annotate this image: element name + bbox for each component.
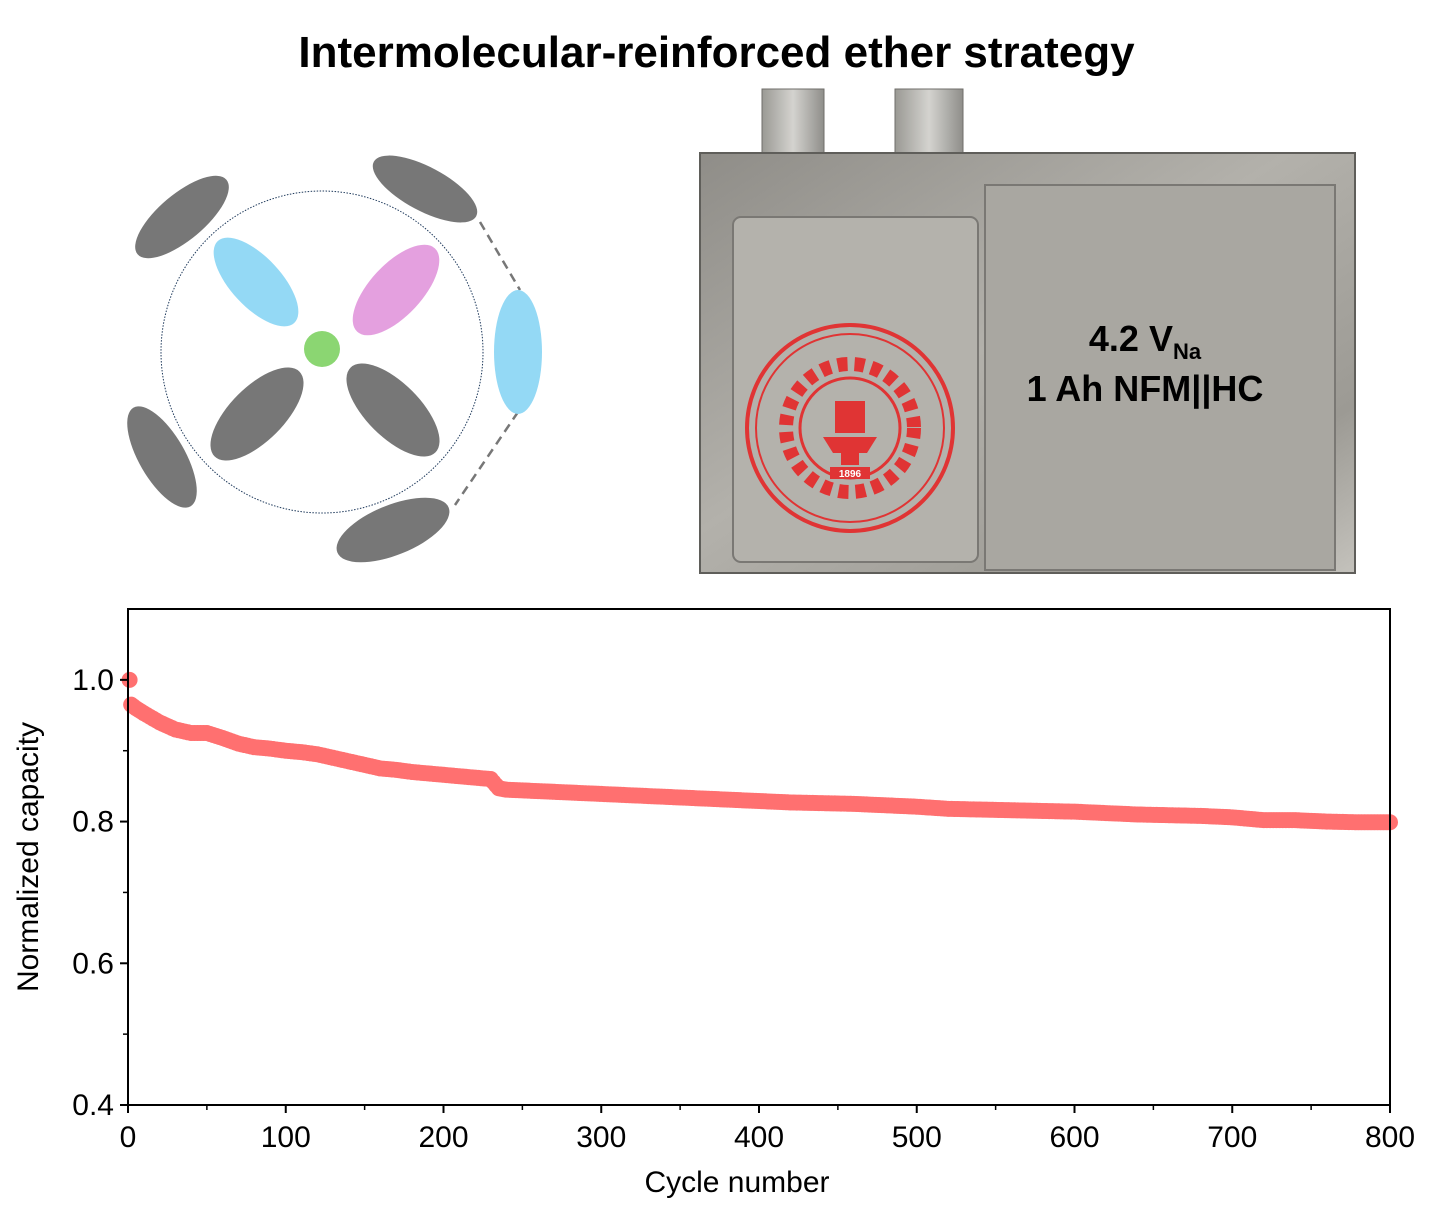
y-tick-label: 1.0 [72,664,114,697]
x-tick-label: 800 [1365,1121,1415,1154]
pouch-cup-left [732,216,979,563]
outer-blue-molecule [494,290,542,414]
outer-gray-molecule [135,175,229,259]
tab-left [761,88,825,158]
voltage-subscript: Na [1172,339,1202,364]
dashed-link-lower [453,411,520,506]
y-tick-label: 0.8 [72,806,114,839]
x-tick-label: 100 [261,1121,311,1154]
x-axis-label: Cycle number [644,1166,829,1199]
outer-gray-molecule [336,497,450,563]
x-tick-label: 200 [418,1121,468,1154]
y-axis: 0.4 0.6 0.8 1.0 [72,664,128,1122]
x-tick-label: 700 [1207,1121,1257,1154]
tab-right [894,88,964,158]
pouch-cell-photo: 1896 [699,88,1356,574]
university-seal [745,323,955,533]
seal-year: 1896 [839,469,862,480]
cell-spec-label: 1 Ah NFM||HC [1026,368,1264,409]
page-title: Intermolecular-reinforced ether strategy [298,28,1135,77]
plot-frame [127,608,1391,1106]
sodium-ion [304,331,340,367]
data-point [121,671,138,688]
cycling-chart: 0 100 200 300 400 500 600 700 800 0.4 0.6 0.8 1.0 C… [12,608,1415,1199]
cell-voltage-label: 4.2 VNa [980,318,1310,365]
plot-area [121,671,1398,831]
x-tick-label: 300 [576,1121,626,1154]
y-axis-label: Normalized capacity [12,722,45,992]
x-tick-label: 400 [734,1121,784,1154]
pouch-cup-right [984,184,1336,571]
inner-gray-molecule [210,367,304,461]
dashed-link-upper [478,221,522,291]
outer-gray-molecule [127,406,197,508]
solvation-shell-circle [160,190,484,514]
x-axis: 0 100 200 300 400 500 600 700 800 [120,1105,1415,1154]
inner-pink-molecule [352,244,440,336]
inner-gray-molecule [346,363,440,457]
x-tick-label: 0 [120,1121,137,1154]
voltage-value: 4.2 V [1088,318,1173,359]
y-tick-label: 0.6 [72,947,114,980]
y-tick-label: 0.4 [72,1089,114,1122]
solvation-structure-diagram [127,155,542,563]
x-tick-label: 500 [892,1121,942,1154]
outer-gray-molecule [372,155,478,223]
inner-blue-molecule [213,237,299,327]
x-tick-label: 600 [1049,1121,1099,1154]
